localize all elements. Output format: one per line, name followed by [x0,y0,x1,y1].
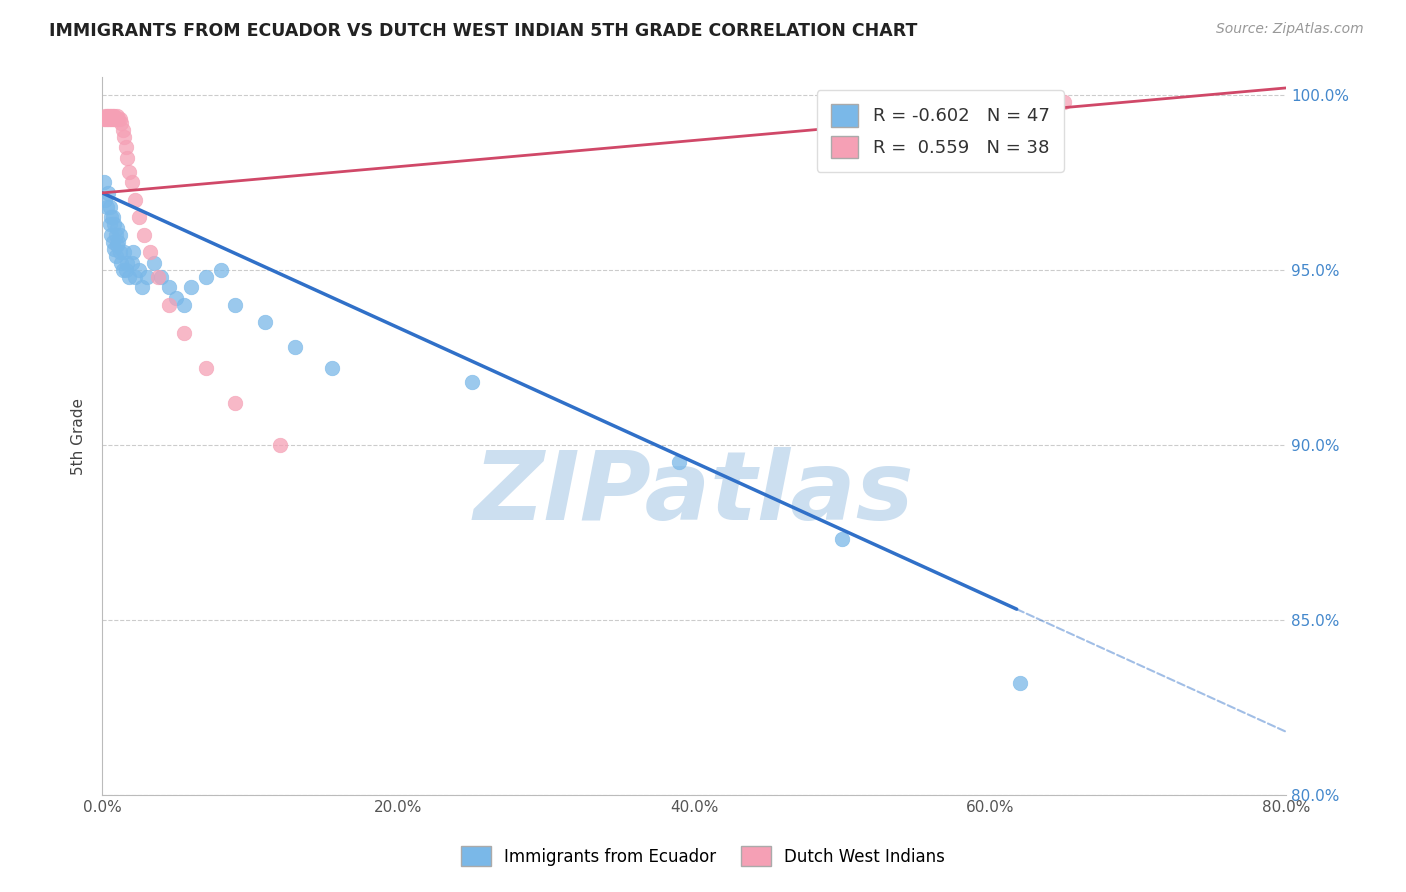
Point [284,340,307,354]
Point [128,263,150,277]
Legend: R = -0.602   N = 47, R =  0.559   N = 38: R = -0.602 N = 47, R = 0.559 N = 38 [817,90,1064,172]
Point [98,112,121,127]
Point [115,140,138,154]
Point [100,227,122,242]
Point [97,109,120,123]
Point [105,238,128,252]
Point [94,109,117,123]
Point [138,245,160,260]
Point [107,112,129,127]
Point [112,245,135,260]
Point [100,211,122,225]
Point [124,193,146,207]
Point [101,235,124,249]
Point [98,200,121,214]
Point [122,245,145,260]
Point [194,360,217,375]
Point [135,269,157,284]
Point [1053,95,1076,109]
Point [103,218,125,232]
Point [101,109,124,123]
Point [173,326,195,340]
Point [668,455,690,469]
Point [131,280,153,294]
Point [269,438,291,452]
Point [173,298,195,312]
Point [105,109,128,123]
Point [1008,675,1031,690]
Point [96,109,118,123]
Point [97,112,120,127]
Text: IMMIGRANTS FROM ECUADOR VS DUTCH WEST INDIAN 5TH GRADE CORRELATION CHART: IMMIGRANTS FROM ECUADOR VS DUTCH WEST IN… [49,22,918,40]
Point [104,227,127,242]
Point [105,112,128,127]
Point [110,116,132,130]
Point [103,242,125,256]
Text: ZIPatlas: ZIPatlas [474,447,914,540]
Point [110,256,132,270]
Point [148,269,170,284]
Point [224,396,246,410]
Point [121,256,143,270]
Point [165,291,187,305]
Point [100,109,122,123]
Y-axis label: 5th Grade: 5th Grade [72,398,86,475]
Point [115,263,138,277]
Point [96,112,118,127]
Point [104,112,127,127]
Point [194,269,217,284]
Point [93,112,115,127]
Point [98,109,121,123]
Point [224,298,246,312]
Point [98,218,121,232]
Point [118,269,141,284]
Legend: Immigrants from Ecuador, Dutch West Indians: Immigrants from Ecuador, Dutch West Indi… [454,839,952,873]
Point [94,193,117,207]
Text: Source: ZipAtlas.com: Source: ZipAtlas.com [1216,22,1364,37]
Point [108,227,131,242]
Point [103,109,125,123]
Point [128,211,150,225]
Point [117,151,139,165]
Point [97,186,120,200]
Point [321,360,343,375]
Point [157,280,180,294]
Point [112,129,135,144]
Point [111,263,134,277]
Point [107,235,129,249]
Point [104,249,127,263]
Point [100,112,122,127]
Point [150,269,173,284]
Point [94,112,117,127]
Point [121,175,143,189]
Point [180,280,202,294]
Point [461,375,484,389]
Point [103,112,125,127]
Point [96,200,118,214]
Point [831,533,853,547]
Point [108,112,131,127]
Point [111,123,134,137]
Point [101,112,124,127]
Point [105,220,128,235]
Point [157,298,180,312]
Point [117,256,139,270]
Point [118,165,141,179]
Point [108,245,131,260]
Point [132,227,155,242]
Point [209,263,232,277]
Point [93,175,115,189]
Point [124,269,146,284]
Point [143,256,166,270]
Point [101,211,124,225]
Point [253,315,276,329]
